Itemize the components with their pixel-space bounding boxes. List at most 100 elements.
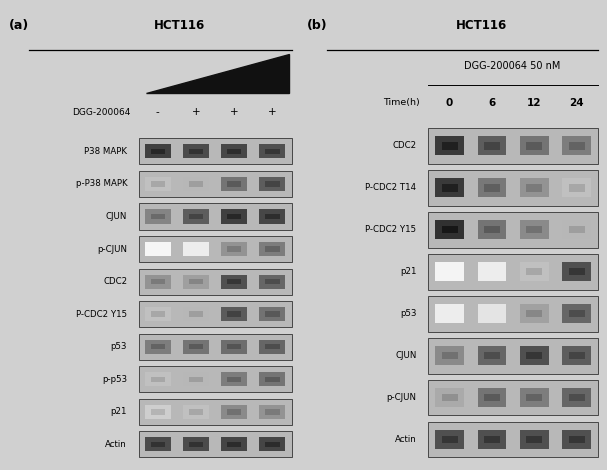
Text: Time(h): Time(h) — [383, 98, 419, 107]
Text: Actin: Actin — [106, 440, 127, 449]
Bar — [520, 346, 549, 365]
Bar — [183, 372, 209, 386]
Bar — [138, 334, 291, 360]
Bar — [526, 268, 542, 275]
Bar — [227, 214, 242, 219]
Bar — [429, 254, 598, 290]
Text: +: + — [192, 107, 200, 117]
Text: p21: p21 — [110, 407, 127, 416]
Text: 24: 24 — [569, 98, 584, 108]
Bar — [435, 178, 464, 197]
Bar — [138, 236, 291, 262]
Text: CJUN: CJUN — [395, 351, 416, 360]
Bar — [227, 246, 242, 252]
Bar — [562, 136, 591, 156]
Bar — [145, 177, 171, 191]
Bar — [478, 262, 506, 282]
Bar — [429, 296, 598, 331]
Text: P-CDC2 Y15: P-CDC2 Y15 — [76, 310, 127, 319]
Bar — [562, 262, 591, 282]
Bar — [520, 430, 549, 449]
Bar — [569, 268, 585, 275]
Bar — [429, 128, 598, 164]
Bar — [151, 149, 165, 154]
Bar — [526, 352, 542, 360]
Bar — [435, 262, 464, 282]
Bar — [138, 268, 291, 295]
Bar — [145, 144, 171, 158]
Bar — [429, 170, 598, 206]
Bar — [138, 301, 291, 327]
Text: 12: 12 — [527, 98, 541, 108]
Bar — [484, 352, 500, 360]
Bar — [265, 442, 280, 447]
Bar — [442, 142, 458, 149]
Text: 6: 6 — [489, 98, 496, 108]
Bar — [151, 442, 165, 447]
Bar — [221, 242, 247, 256]
Bar — [562, 430, 591, 449]
Bar — [151, 409, 165, 415]
Bar — [189, 409, 203, 415]
Bar — [183, 307, 209, 321]
Bar — [265, 246, 280, 252]
Bar — [435, 388, 464, 407]
Bar — [151, 376, 165, 382]
Bar — [526, 184, 542, 191]
Text: HCT116: HCT116 — [154, 18, 205, 31]
Bar — [484, 394, 500, 401]
Bar — [526, 394, 542, 401]
Bar — [562, 388, 591, 407]
Bar — [265, 149, 280, 154]
Text: P-CDC2 T14: P-CDC2 T14 — [365, 183, 416, 192]
Bar — [259, 144, 285, 158]
Bar — [189, 344, 203, 349]
Bar — [259, 340, 285, 354]
Bar — [562, 346, 591, 365]
Bar — [227, 149, 242, 154]
Bar — [259, 405, 285, 419]
Bar — [145, 438, 171, 452]
Bar — [138, 138, 291, 164]
Bar — [569, 226, 585, 234]
Bar — [569, 310, 585, 317]
Bar — [520, 178, 549, 197]
Text: +: + — [268, 107, 277, 117]
Bar — [145, 340, 171, 354]
Bar — [484, 184, 500, 191]
Bar — [478, 304, 506, 323]
Bar — [221, 372, 247, 386]
Bar — [221, 210, 247, 224]
Bar — [151, 214, 165, 219]
Bar — [138, 431, 291, 457]
Bar — [442, 352, 458, 360]
Text: p53: p53 — [110, 342, 127, 351]
Bar — [221, 144, 247, 158]
Bar — [484, 436, 500, 443]
Bar — [151, 279, 165, 284]
Bar — [478, 388, 506, 407]
Polygon shape — [146, 54, 289, 93]
Bar — [484, 226, 500, 234]
Bar — [189, 442, 203, 447]
Bar — [526, 436, 542, 443]
Bar — [189, 312, 203, 317]
Bar — [265, 181, 280, 187]
Text: DGG-200064 50 nM: DGG-200064 50 nM — [464, 62, 560, 71]
Bar — [151, 181, 165, 187]
Bar — [265, 279, 280, 284]
Bar — [227, 442, 242, 447]
Bar — [145, 307, 171, 321]
Text: -: - — [156, 107, 160, 117]
Bar — [145, 405, 171, 419]
Bar — [265, 409, 280, 415]
Bar — [221, 405, 247, 419]
Bar — [221, 340, 247, 354]
Text: +: + — [230, 107, 239, 117]
Bar — [429, 422, 598, 457]
Bar — [183, 144, 209, 158]
Bar — [442, 436, 458, 443]
Bar — [265, 376, 280, 382]
Bar — [151, 344, 165, 349]
Text: p-CJUN: p-CJUN — [97, 244, 127, 253]
